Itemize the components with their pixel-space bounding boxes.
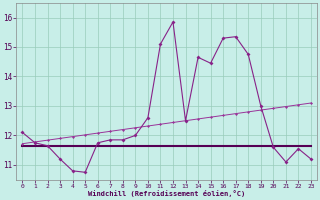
X-axis label: Windchill (Refroidissement éolien,°C): Windchill (Refroidissement éolien,°C)	[88, 190, 245, 197]
